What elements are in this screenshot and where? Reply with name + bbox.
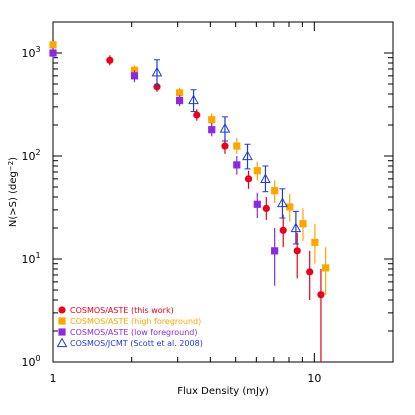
series-this-work <box>106 55 325 362</box>
legend-item-high-foreground: COSMOS/ASTE (high foreground) <box>58 317 201 326</box>
data-point <box>193 111 201 119</box>
y-tick-label-exponent: 1 <box>35 251 40 260</box>
y-tick-label-exponent: 3 <box>35 45 40 54</box>
data-point <box>188 94 199 105</box>
x-tick-label: 10 <box>307 372 321 385</box>
y-tick-label-base: 10 <box>21 47 35 60</box>
x-tick-label: 1 <box>50 372 57 385</box>
legend-label: COSMOS/ASTE (this work) <box>70 306 174 315</box>
data-point <box>253 200 261 208</box>
y-tick-label-exponent: 2 <box>35 148 40 157</box>
y-tick-label: 101 <box>21 251 40 266</box>
legend-label: COSMOS/JCMT (Scott et al. 2008) <box>70 339 203 348</box>
data-point <box>242 150 253 161</box>
y-tick-label: 100 <box>21 354 40 369</box>
series-low-foreground <box>49 47 279 286</box>
legend: COSMOS/ASTE (this work) COSMOS/ASTE (high… <box>56 306 203 348</box>
data-point <box>293 247 301 255</box>
data-point <box>153 83 161 91</box>
y-tick-label-base: 10 <box>21 150 35 163</box>
data-point <box>299 220 307 228</box>
legend-item-jcmt: COSMOS/JCMT (Scott et al. 2008) <box>56 337 203 348</box>
legend-label: COSMOS/ASTE (low foreground) <box>70 328 197 337</box>
series-jcmt <box>151 59 302 245</box>
axis-ticks <box>52 21 394 363</box>
x-axis-label: Flux Density (mJy) <box>177 386 269 397</box>
data-point <box>175 89 184 97</box>
legend-item-low-foreground: COSMOS/ASTE (low foreground) <box>58 328 197 337</box>
data-point <box>244 175 253 183</box>
data-point <box>221 142 229 150</box>
legend-item-this-work: COSMOS/ASTE (this work) <box>58 306 174 315</box>
data-point <box>49 41 57 49</box>
data-point <box>271 247 279 255</box>
data-point <box>233 161 241 169</box>
data-point <box>290 222 302 233</box>
y-tick-label-base: 10 <box>21 356 35 369</box>
y-tick-label-exponent: 0 <box>35 354 40 363</box>
legend-marker <box>58 317 66 325</box>
data-point <box>253 167 261 175</box>
y-axis-label: N(>S) (deg−2) <box>7 157 19 227</box>
data-series <box>49 41 330 362</box>
data-point <box>260 173 271 183</box>
data-point <box>317 291 325 299</box>
y-axis-label-close: ) <box>8 157 19 161</box>
data-point <box>151 66 163 77</box>
data-point <box>311 238 319 246</box>
plot-area <box>52 21 394 363</box>
legend-marker <box>58 306 66 314</box>
data-point <box>322 264 330 272</box>
y-tick-label-base: 10 <box>21 253 35 266</box>
y-axis-label-main: N(>S) (deg <box>8 171 19 227</box>
legend-label: COSMOS/ASTE (high foreground) <box>70 317 201 326</box>
data-point <box>175 97 184 105</box>
y-tick-label: 103 <box>21 45 40 60</box>
y-axis-label-exponent: −2 <box>7 161 15 171</box>
data-point <box>49 49 57 57</box>
data-point <box>271 187 279 195</box>
legend-marker <box>58 328 66 336</box>
data-point <box>130 72 139 80</box>
data-point <box>279 226 287 234</box>
data-point <box>277 197 288 208</box>
series-high-foreground <box>49 41 330 295</box>
data-point <box>208 116 216 124</box>
data-point <box>208 126 216 134</box>
data-point <box>306 268 314 276</box>
data-point <box>106 56 114 64</box>
data-point <box>233 142 241 150</box>
data-point <box>286 203 294 211</box>
y-tick-label: 102 <box>21 148 40 163</box>
data-point <box>219 122 231 133</box>
legend-marker <box>56 337 68 348</box>
data-point <box>262 204 270 212</box>
